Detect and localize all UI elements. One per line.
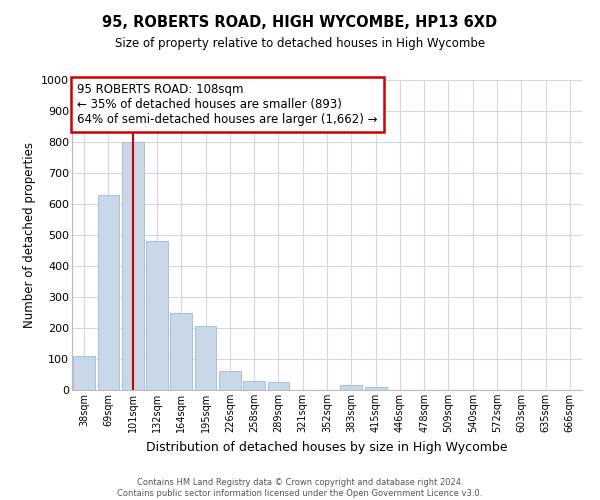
- Bar: [194, 326, 217, 390]
- Bar: [268, 382, 289, 390]
- Bar: [170, 312, 192, 390]
- Bar: [97, 194, 119, 390]
- Bar: [219, 372, 241, 390]
- Bar: [340, 386, 362, 390]
- Bar: [122, 142, 143, 390]
- Bar: [243, 380, 265, 390]
- Bar: [73, 356, 95, 390]
- Bar: [146, 241, 168, 390]
- Text: Size of property relative to detached houses in High Wycombe: Size of property relative to detached ho…: [115, 38, 485, 51]
- Y-axis label: Number of detached properties: Number of detached properties: [23, 142, 35, 328]
- Bar: [365, 387, 386, 390]
- Text: 95, ROBERTS ROAD, HIGH WYCOMBE, HP13 6XD: 95, ROBERTS ROAD, HIGH WYCOMBE, HP13 6XD: [103, 15, 497, 30]
- Text: Contains HM Land Registry data © Crown copyright and database right 2024.
Contai: Contains HM Land Registry data © Crown c…: [118, 478, 482, 498]
- X-axis label: Distribution of detached houses by size in High Wycombe: Distribution of detached houses by size …: [146, 440, 508, 454]
- Text: 95 ROBERTS ROAD: 108sqm
← 35% of detached houses are smaller (893)
64% of semi-d: 95 ROBERTS ROAD: 108sqm ← 35% of detache…: [77, 83, 377, 126]
